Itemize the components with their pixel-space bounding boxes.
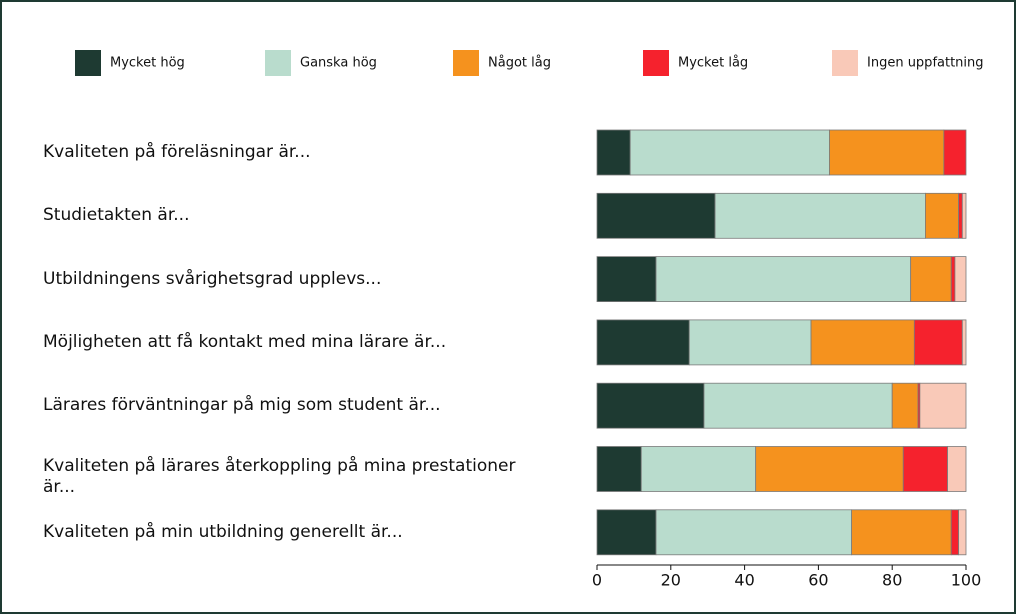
bar-segment [703, 382, 893, 429]
bar-segment [829, 129, 945, 176]
legend-swatch [643, 50, 669, 76]
bar-segment [913, 319, 963, 366]
bar-segment [950, 256, 956, 303]
category-label: Kvaliteten på föreläsningar är... [43, 142, 311, 162]
bar-segment [961, 319, 967, 366]
bar-segment [958, 509, 967, 556]
bar-segment [910, 256, 952, 303]
bar-segment [961, 192, 967, 239]
bar-segment [925, 192, 960, 239]
bar-segment [810, 319, 915, 366]
bar-segment [950, 509, 960, 556]
legend-label: Mycket låg [678, 56, 748, 71]
bar-segment [851, 509, 952, 556]
bar-segment [655, 256, 912, 303]
category-label: Studietakten är... [43, 205, 190, 226]
x-tick-label: 20 [661, 571, 681, 590]
bar-segment [596, 129, 631, 176]
legend-label: Ingen uppfattning [867, 56, 984, 71]
bar-segment [655, 509, 853, 556]
x-tick-label: 60 [808, 571, 828, 590]
category-label: Lärares förväntningar på mig som student… [43, 395, 441, 416]
category-label: Kvaliteten på lärares återkoppling på mi… [43, 456, 516, 497]
bar-segment [943, 129, 967, 176]
legend-label: Något låg [488, 56, 551, 71]
legend-label: Mycket hög [110, 56, 185, 71]
bar-segment [640, 446, 757, 492]
bar-segment [947, 446, 967, 492]
bar-segment [891, 382, 919, 429]
bar-segment [596, 256, 657, 303]
bar-segment [755, 446, 904, 492]
bar-segment [596, 446, 642, 492]
legend-swatch [453, 50, 479, 76]
category-label: Kvaliteten på min utbildning generellt ä… [43, 521, 403, 542]
x-tick-label: 40 [734, 571, 754, 590]
bar-segment [596, 319, 690, 366]
bar-segment [714, 192, 926, 239]
bar-segment [902, 446, 948, 492]
x-tick-label: 80 [882, 571, 902, 590]
bar-segment [958, 192, 963, 239]
legend-label: Ganska hög [300, 56, 377, 71]
bar-segment [954, 256, 967, 303]
x-tick-label: 100 [951, 571, 982, 590]
bar-segment [919, 382, 967, 429]
legend-swatch [265, 50, 291, 76]
x-tick-label: 0 [592, 571, 602, 590]
category-label: Möjligheten att få kontakt med mina lära… [43, 331, 447, 352]
bar-segment [596, 192, 716, 239]
bar-segment [596, 509, 657, 556]
bar-segment [688, 319, 812, 366]
bar-segment [629, 129, 830, 176]
bar-segment [596, 382, 705, 429]
legend-swatch [75, 50, 101, 76]
category-label: Utbildningens svårighetsgrad upplevs... [43, 268, 382, 289]
legend-swatch [832, 50, 858, 76]
